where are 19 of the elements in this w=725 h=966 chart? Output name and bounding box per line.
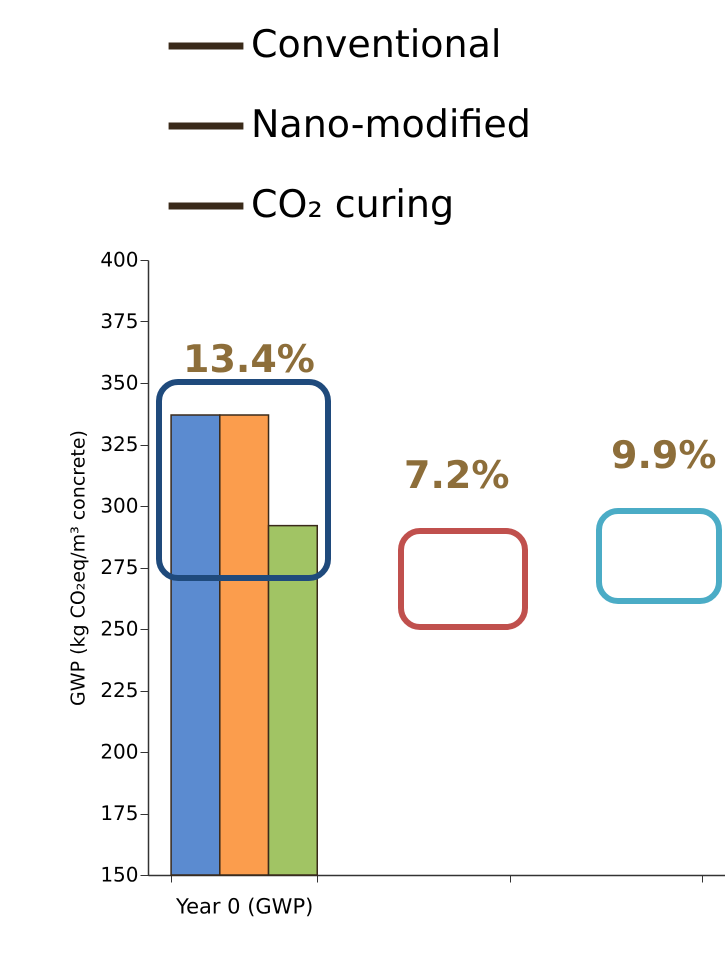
y-tick-label: 175 [100,801,138,825]
y-tick-label: 375 [100,309,138,333]
annotation: 13.4% [183,337,315,381]
legend-label: CO₂ curing [251,182,454,226]
y-tick-label: 325 [100,432,138,456]
annotation: 7.2% [404,453,510,497]
y-axis-title: GWP (kg CO₂eq/m³ concrete) [67,430,90,706]
x-tick-label: Year 0 (GWP) [175,894,314,918]
y-tick-label: 200 [100,740,138,764]
legend-label: Nano-modified [251,102,531,146]
y-tick-label: 150 [100,862,138,886]
annotation: 9.9% [611,433,716,477]
y-tick-label: 250 [100,616,138,640]
y-tick-label: 300 [100,494,138,518]
y-tick-label: 400 [100,248,138,272]
legend-label: Conventional [251,22,502,66]
y-tick-label: 350 [100,370,138,394]
y-tick-label: 225 [100,678,138,702]
y-tick-label: 275 [100,555,138,579]
